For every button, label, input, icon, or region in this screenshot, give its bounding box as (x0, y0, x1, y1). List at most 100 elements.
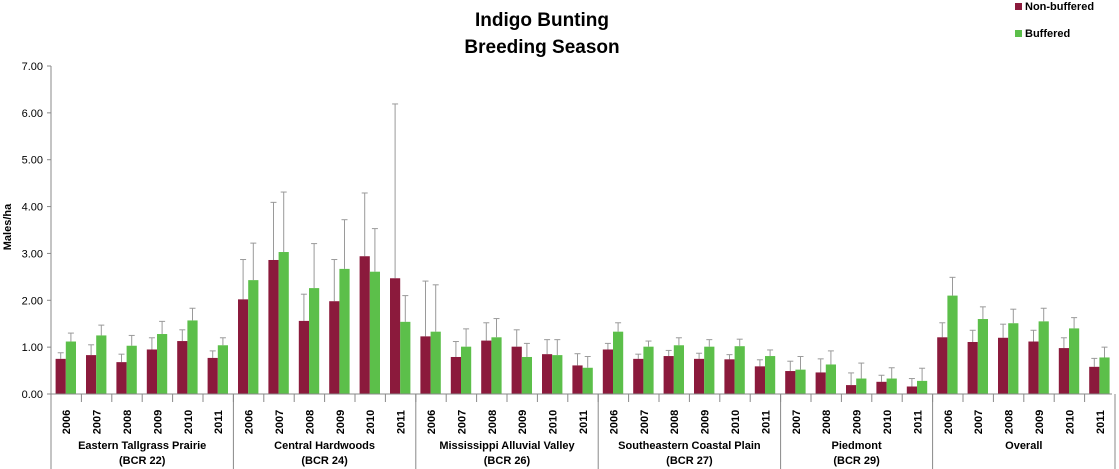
bar-buffered (1069, 328, 1080, 394)
x-tick-label: 2008 (122, 410, 134, 434)
x-tick-label: 2007 (274, 410, 286, 434)
bar-nonbuffered (572, 365, 583, 394)
x-tick-label: 2007 (92, 410, 104, 434)
bar-nonbuffered (542, 354, 553, 394)
x-tick-label: 2009 (852, 410, 864, 434)
y-tick-label: 4.00 (22, 202, 43, 214)
group-code-label: (BCR 27) (666, 455, 713, 467)
y-tick-label: 2.00 (22, 295, 43, 307)
bar-buffered (1008, 323, 1019, 394)
legend-swatch-nonbuffered (1015, 3, 1022, 10)
bar-buffered (917, 380, 928, 394)
x-tick-label: 2010 (730, 410, 742, 434)
bar-nonbuffered (268, 259, 279, 394)
legend-label-buffered: Buffered (1025, 28, 1070, 40)
bar-buffered (977, 319, 988, 394)
bar-nonbuffered (876, 381, 887, 394)
y-tick-label: 7.00 (22, 61, 43, 73)
bar-nonbuffered (1058, 348, 1069, 394)
chart-title-line-1: Indigo Bunting (475, 10, 609, 31)
x-tick-label: 2007 (456, 410, 468, 434)
x-tick-label: 2011 (578, 410, 590, 434)
bar-nonbuffered (663, 356, 674, 394)
x-tick-label: 2010 (365, 410, 377, 434)
x-tick-label: 2009 (152, 410, 164, 434)
y-tick-label: 1.00 (22, 342, 43, 354)
x-tick-label: 2007 (973, 410, 985, 434)
chart-title-line-2: Breeding Season (464, 37, 619, 58)
bar-buffered (339, 268, 350, 394)
group-label: Southeastern Coastal Plain (618, 440, 761, 452)
bar-nonbuffered (450, 356, 461, 394)
bar-nonbuffered (238, 299, 249, 394)
x-tick-label: 2010 (183, 410, 195, 434)
group-label: Mississippi Alluvial Valley (439, 440, 575, 452)
x-tick-label: 2006 (943, 410, 955, 434)
bar-buffered (886, 378, 897, 394)
bar-buffered (1038, 321, 1049, 394)
bar-buffered (217, 345, 228, 394)
x-tick-label: 2010 (548, 410, 560, 434)
bar-buffered (309, 288, 320, 394)
bar-nonbuffered (177, 341, 188, 394)
bar-nonbuffered (815, 372, 826, 394)
bar-nonbuffered (207, 357, 218, 394)
bar-buffered (491, 337, 502, 394)
bar-nonbuffered (1028, 341, 1039, 394)
x-tick-label: 2008 (821, 410, 833, 434)
x-tick-label: 2009 (700, 410, 712, 434)
bar-nonbuffered (754, 366, 765, 394)
bar-nonbuffered (998, 337, 1009, 394)
bar-nonbuffered (298, 320, 309, 394)
bar-nonbuffered (633, 358, 644, 394)
y-tick-label: 5.00 (22, 155, 43, 167)
bar-nonbuffered (937, 337, 948, 394)
legend-label-nonbuffered: Non-buffered (1025, 1, 1094, 13)
x-tick-label: 2008 (669, 410, 681, 434)
bar-nonbuffered (694, 358, 705, 394)
bar-buffered (248, 280, 259, 394)
x-tick-label: 2009 (335, 410, 347, 434)
bar-buffered (825, 364, 836, 394)
x-axis: 2006 2007 2008 2009 2010 2011 Eastern Tallgras… (50, 393, 1116, 469)
group-code-label: (BCR 24) (301, 455, 348, 467)
x-tick-label: 2010 (1064, 410, 1076, 434)
bar-buffered (1099, 357, 1110, 394)
x-tick-label: 2009 (1034, 410, 1046, 434)
y-axis-label: Males/ha (2, 203, 14, 250)
y-tick-label: 0.00 (22, 389, 43, 401)
bar-buffered (187, 320, 198, 394)
x-tick-label: 2008 (304, 410, 316, 434)
bar-buffered (947, 295, 958, 394)
x-tick-label: 2008 (487, 410, 499, 434)
bar-nonbuffered (55, 358, 66, 394)
bar-nonbuffered (86, 355, 97, 394)
bar-buffered (461, 346, 472, 394)
bar-buffered (643, 346, 654, 394)
bar-nonbuffered (481, 340, 492, 394)
x-tick-label: 2007 (639, 410, 651, 434)
bar-nonbuffered (906, 386, 917, 394)
bar-buffered (65, 341, 76, 394)
bar-buffered (673, 345, 684, 394)
group-label: Overall (1005, 440, 1042, 452)
bar-nonbuffered (1089, 366, 1100, 394)
legend: Non-buffered Buffered (1015, 1, 1094, 40)
bar-buffered (157, 334, 168, 394)
bar-buffered (613, 331, 624, 394)
bar-nonbuffered (846, 385, 857, 394)
plot-area (55, 103, 1110, 394)
x-tick-label: 2011 (912, 410, 924, 434)
x-tick-label: 2011 (396, 410, 408, 434)
x-tick-label: 2011 (760, 410, 772, 434)
x-tick-label: 2006 (244, 410, 256, 434)
bar-buffered (126, 345, 137, 394)
bar-nonbuffered (785, 371, 796, 394)
legend-swatch-buffered (1015, 30, 1022, 37)
group-code-label: (BCR 26) (484, 455, 531, 467)
group-label: Central Hardwoods (274, 440, 375, 452)
x-tick-label: 2008 (1004, 410, 1016, 434)
bar-buffered (369, 271, 380, 394)
bar-buffered (582, 367, 593, 394)
